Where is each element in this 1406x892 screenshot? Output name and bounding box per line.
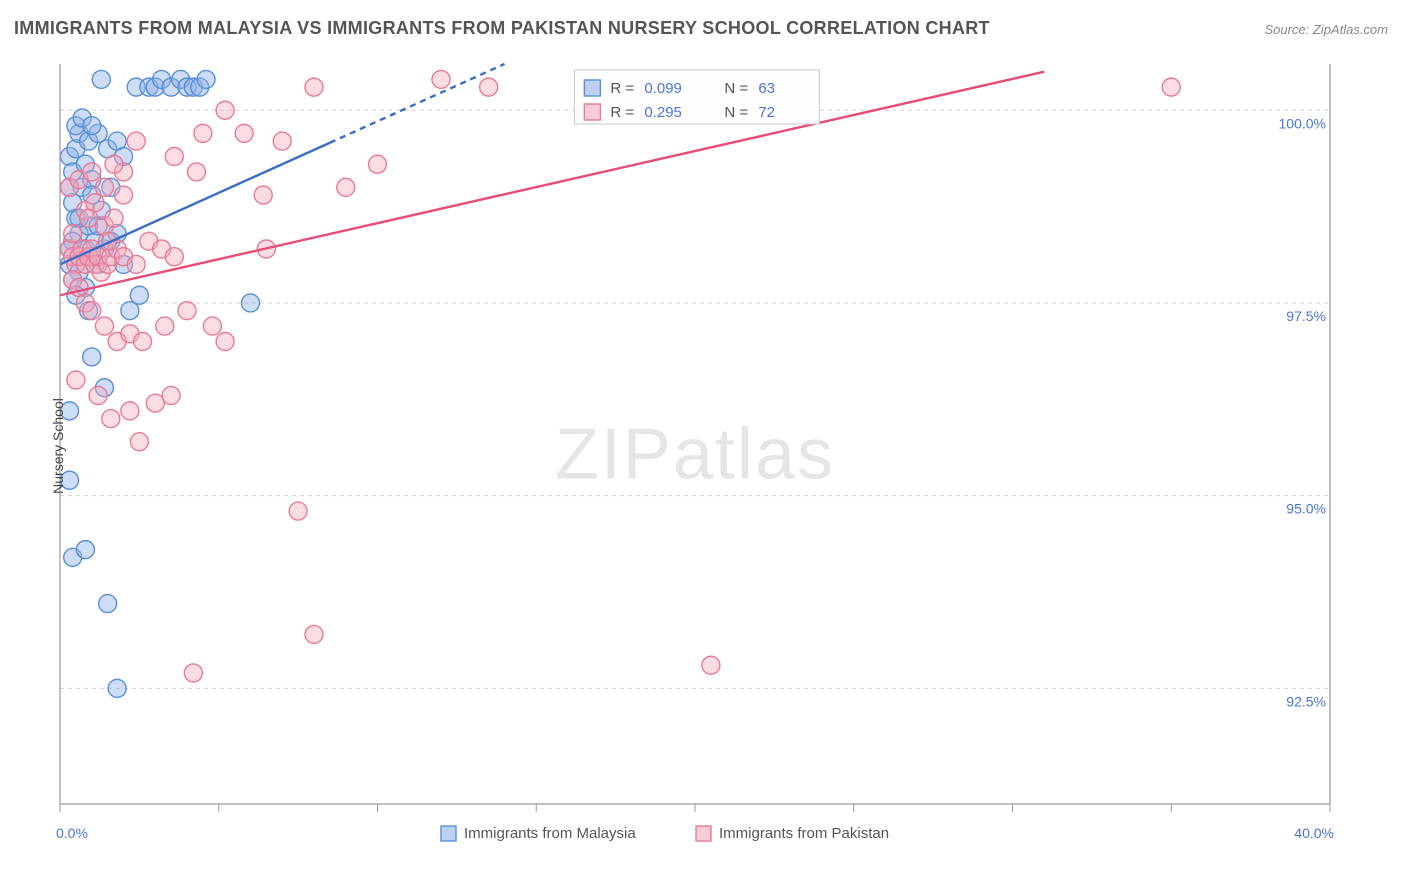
scatter-point [188, 163, 206, 181]
scatter-point [127, 255, 145, 273]
scatter-point [83, 117, 101, 135]
scatter-point [102, 410, 120, 428]
legend-bottom: Immigrants from Malaysia Immigrants from … [441, 825, 889, 842]
legend-swatch [584, 80, 600, 96]
y-axis-label: Nursery School [50, 398, 66, 494]
scatter-point [80, 209, 98, 227]
scatter-point [146, 394, 164, 412]
watermark: ZIPatlas [555, 414, 835, 494]
scatter-point [130, 433, 148, 451]
scatter-point [127, 132, 145, 150]
y-grid-label: 100.0% [1279, 115, 1326, 131]
scatter-point [305, 78, 323, 96]
scatter-point [67, 371, 85, 389]
scatter-point [480, 78, 498, 96]
scatter-point [115, 186, 133, 204]
scatter-point [184, 664, 202, 682]
scatter-point [216, 101, 234, 119]
scatter-point [165, 148, 183, 166]
x-tick-label: 0.0% [56, 825, 88, 841]
scatter-point [273, 132, 291, 150]
legend-r-label: R = [610, 104, 634, 121]
scatter-point [432, 70, 450, 88]
scatter-point [178, 302, 196, 320]
scatter-point [99, 595, 117, 613]
y-grid-label: 95.0% [1286, 501, 1326, 517]
scatter-point [305, 625, 323, 643]
scatter-point [108, 679, 126, 697]
scatter-chart: 92.5% 95.0% 97.5% 100.0% ZIPatlas 0.0% 40.0% R … [40, 56, 1340, 864]
legend-series-label: Immigrants from Malaysia [464, 825, 636, 842]
source-label: Source: ZipAtlas.com [1264, 22, 1388, 37]
scatter-point [121, 402, 139, 420]
scatter-point [216, 333, 234, 351]
legend-swatch [584, 104, 600, 120]
legend-n-value: 72 [758, 104, 775, 121]
scatter-point [105, 209, 123, 227]
scatter-point [156, 317, 174, 335]
scatter-point [337, 178, 355, 196]
chart-title: IMMIGRANTS FROM MALAYSIA VS IMMIGRANTS F… [14, 18, 990, 39]
scatter-point [83, 302, 101, 320]
scatter-point [165, 248, 183, 266]
scatter-point [235, 124, 253, 142]
legend-n-value: 63 [758, 80, 775, 97]
legend-r-value: 0.099 [644, 80, 682, 97]
scatter-point [289, 502, 307, 520]
source-prefix: Source: [1264, 22, 1312, 37]
scatter-point [83, 163, 101, 181]
scatter-point [130, 286, 148, 304]
scatter-point [1162, 78, 1180, 96]
source-name: ZipAtlas.com [1313, 22, 1388, 37]
scatter-point [194, 124, 212, 142]
scatter-point [83, 348, 101, 366]
scatter-point [254, 186, 272, 204]
scatter-point [242, 294, 260, 312]
chart-area: Nursery School 92.5% 95.0% 97.5% 100.0% ZIPa… [40, 56, 1360, 836]
scatter-point [95, 317, 113, 335]
legend-n-label: N = [724, 80, 748, 97]
y-grid-label: 97.5% [1286, 308, 1326, 324]
legend-r-label: R = [610, 80, 634, 97]
scatter-point [76, 541, 94, 559]
scatter-point [64, 225, 82, 243]
scatter-point [203, 317, 221, 335]
scatter-point [105, 155, 123, 173]
legend-swatch [696, 826, 711, 841]
scatter-point [92, 70, 110, 88]
scatter-point [89, 386, 107, 404]
scatter-point [369, 155, 387, 173]
trend-line-dashed [330, 64, 505, 143]
scatter-point [134, 333, 152, 351]
y-grid-label: 92.5% [1286, 693, 1326, 709]
legend-r-value: 0.295 [644, 104, 682, 121]
legend-swatch [441, 826, 456, 841]
scatter-point [197, 70, 215, 88]
legend-n-label: N = [724, 104, 748, 121]
legend-series-label: Immigrants from Pakistan [719, 825, 889, 842]
scatter-point [702, 656, 720, 674]
x-tick-label: 40.0% [1294, 825, 1334, 841]
trend-line [60, 72, 1044, 296]
